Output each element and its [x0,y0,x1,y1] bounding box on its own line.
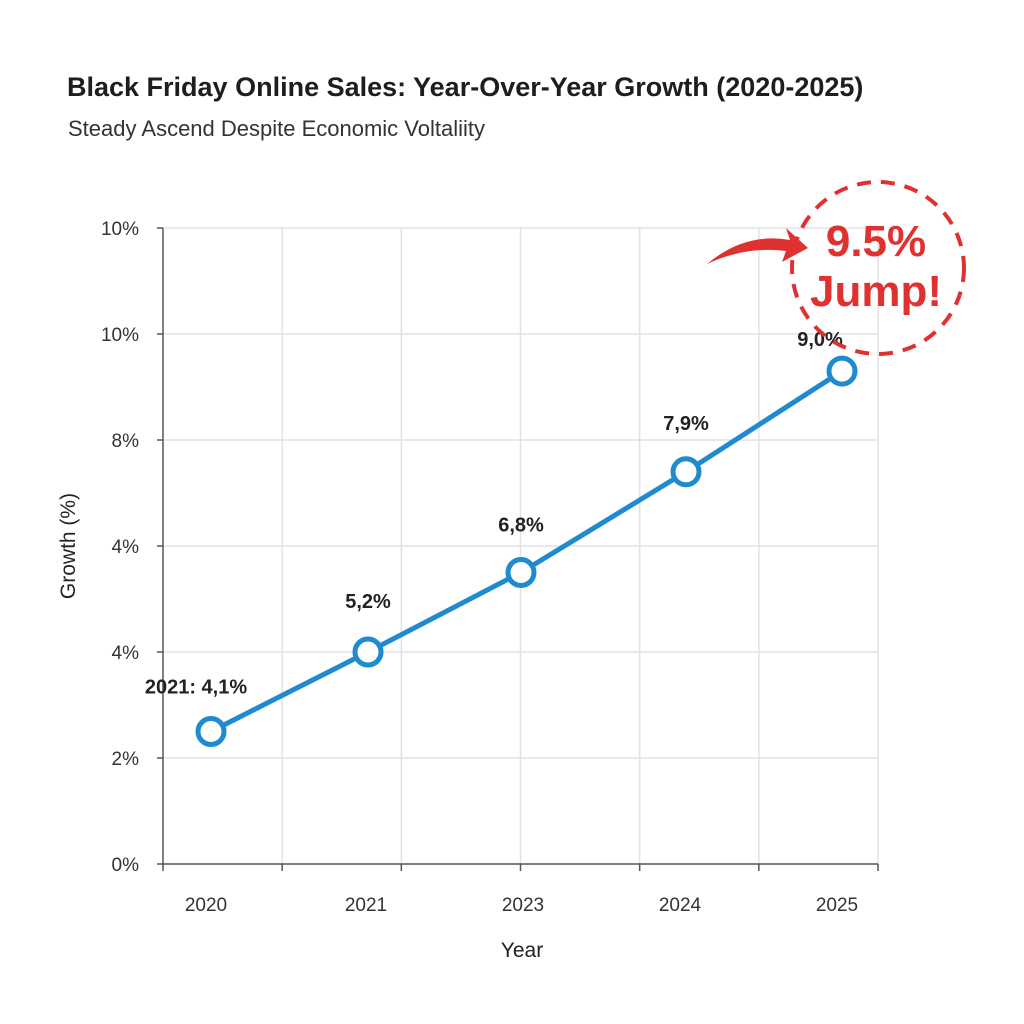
data-point [670,456,702,488]
chart-subtitle: Steady Ascend Despite Economic Voltaliit… [68,116,486,141]
y-tick-label: 8% [112,431,140,452]
x-tick-label: 2020 [185,895,227,916]
annotation-value: 9.5% [826,217,926,266]
jump-annotation: 9.5% Jump! [707,180,966,356]
data-label: 7,9% [663,413,709,435]
data-label: 9,0% [797,329,843,351]
x-axis-label: Year [501,939,543,962]
y-tick-label: 0% [112,855,140,876]
annotation-dashed-circle [790,180,966,356]
y-axis-label: Growth (%) [57,493,80,599]
series-line [209,368,844,734]
x-tick-label: 2025 [816,895,858,916]
x-tick-label: 2024 [659,895,702,916]
data-label: 2021: 4,1% [145,677,248,699]
data-point [826,355,858,387]
y-tick-label: 4% [112,643,140,664]
y-tick-label: 2% [112,749,140,770]
y-tick-label: 10% [101,219,139,240]
data-label: 6,8% [498,515,544,537]
data-label: 5,2% [345,591,391,613]
data-point [352,636,384,668]
annotation-text: Jump! [810,267,942,316]
x-tick-label: 2021 [345,895,387,916]
y-tick-label: 10% [101,325,139,346]
data-point [505,557,537,588]
y-tick-label: 4% [112,537,140,558]
data-point [195,716,227,747]
x-tick-label: 2023 [502,895,544,916]
annotation-arrow-icon [707,228,808,264]
chart-title: Black Friday Online Sales: Year-Over-Yea… [67,72,864,102]
